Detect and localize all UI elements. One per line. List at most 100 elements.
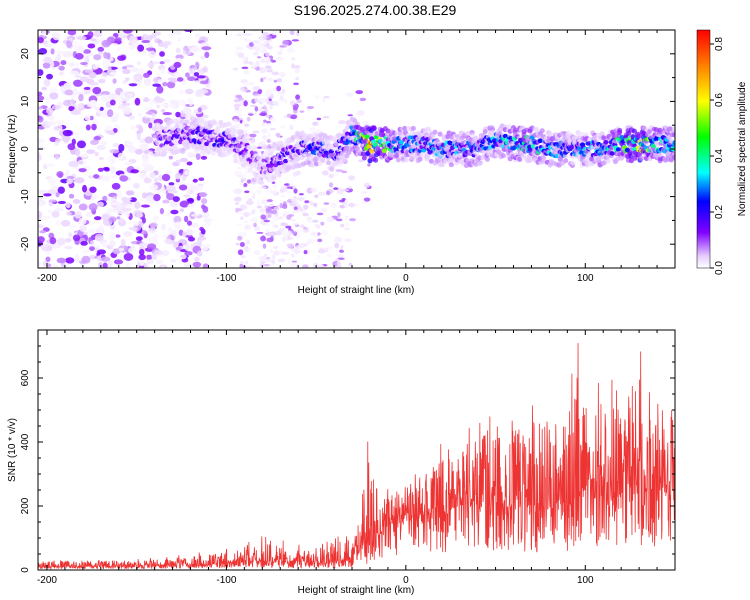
noise-blob bbox=[109, 99, 116, 106]
noise-blob bbox=[191, 213, 200, 217]
signal-halo bbox=[341, 157, 347, 163]
colorbar: 0.0 0.2 0.4 0.6 0.8 Normalized spectral ampl… bbox=[696, 29, 748, 275]
noise-blob bbox=[264, 92, 272, 97]
noise-blob bbox=[38, 153, 41, 161]
noise-blob bbox=[160, 265, 166, 268]
signal-halo bbox=[665, 152, 671, 158]
noise-blob bbox=[152, 61, 160, 65]
noise-blob bbox=[175, 159, 182, 164]
noise-blob bbox=[38, 111, 42, 116]
noise-blob bbox=[263, 56, 271, 61]
noise-blob bbox=[312, 121, 319, 126]
noise-blob bbox=[234, 170, 242, 177]
noise-blob bbox=[38, 115, 44, 123]
noise-blob bbox=[175, 246, 181, 251]
noise-blob bbox=[163, 234, 169, 238]
signal-halo bbox=[403, 157, 409, 163]
noise-blob bbox=[315, 94, 320, 100]
noise-blob bbox=[81, 255, 91, 264]
noise-blob bbox=[243, 177, 247, 182]
noise-blob bbox=[55, 192, 60, 198]
noise-blob bbox=[260, 214, 267, 220]
noise-blob bbox=[168, 103, 176, 108]
noise-blob bbox=[325, 254, 333, 258]
noise-blob bbox=[325, 190, 331, 196]
noise-blob bbox=[316, 255, 321, 260]
noise-blob bbox=[292, 171, 299, 177]
noise-blob bbox=[258, 255, 266, 262]
noise-blob bbox=[261, 121, 266, 127]
x-tick-label: 0 bbox=[403, 273, 409, 284]
noise-blob bbox=[267, 257, 276, 261]
noise-blob bbox=[193, 80, 202, 85]
noise-blob bbox=[287, 47, 296, 53]
noise-blob bbox=[257, 88, 263, 95]
noise-blob bbox=[122, 80, 128, 84]
noise-blob bbox=[173, 61, 182, 69]
noise-blob bbox=[289, 100, 296, 106]
noise-blob bbox=[297, 244, 305, 249]
noise-blob bbox=[320, 208, 328, 213]
noise-blob bbox=[49, 92, 59, 100]
noise-blob bbox=[201, 204, 206, 210]
signal-halo bbox=[329, 166, 335, 172]
noise-blob bbox=[160, 103, 169, 108]
signal-core bbox=[398, 139, 404, 145]
noise-blob bbox=[161, 249, 170, 256]
y-tick-label: 0 bbox=[20, 567, 31, 573]
noise-blob bbox=[125, 64, 134, 68]
noise-blob bbox=[259, 98, 267, 104]
y-tick-label: -20 bbox=[20, 237, 31, 252]
noise-blob bbox=[109, 71, 117, 76]
noise-blob bbox=[90, 99, 98, 107]
noise-blob bbox=[286, 214, 292, 220]
noise-blob bbox=[236, 235, 243, 241]
noise-blob bbox=[85, 211, 93, 218]
signal-halo bbox=[354, 146, 360, 152]
signal-halo bbox=[189, 116, 195, 122]
noise-blob bbox=[43, 79, 51, 87]
signal-halo bbox=[239, 157, 245, 163]
colorbar-tick-label: 0.0 bbox=[714, 261, 725, 275]
signal-halo bbox=[563, 158, 569, 164]
noise-blob bbox=[271, 221, 275, 224]
noise-blob bbox=[126, 92, 134, 98]
noise-blob bbox=[260, 261, 265, 268]
noise-blob bbox=[239, 204, 247, 210]
noise-blob bbox=[63, 83, 70, 89]
noise-blob bbox=[98, 51, 104, 55]
noise-blob bbox=[317, 238, 323, 243]
noise-blob bbox=[68, 160, 79, 168]
noise-blob bbox=[138, 125, 144, 134]
signal-halo bbox=[536, 134, 542, 140]
noise-blob bbox=[116, 47, 122, 51]
y-tick-label: 0 bbox=[20, 146, 31, 152]
noise-blob bbox=[239, 263, 244, 268]
noise-blob bbox=[195, 153, 201, 161]
noise-blob bbox=[121, 196, 128, 202]
noise-blob bbox=[179, 157, 188, 163]
noise-blob bbox=[77, 103, 83, 109]
noise-blob bbox=[146, 243, 157, 250]
noise-blob bbox=[276, 85, 282, 92]
noise-blob bbox=[279, 47, 284, 52]
noise-blob bbox=[38, 195, 43, 202]
signal-halo bbox=[287, 160, 293, 166]
signal-halo bbox=[238, 133, 244, 139]
noise-blob bbox=[308, 127, 316, 132]
noise-blob bbox=[201, 114, 209, 119]
noise-blob bbox=[66, 40, 73, 48]
noise-blob bbox=[332, 172, 339, 177]
noise-blob bbox=[184, 88, 194, 95]
noise-blob bbox=[42, 40, 49, 45]
noise-blob bbox=[183, 215, 189, 223]
noise-blob bbox=[283, 115, 288, 119]
noise-blob bbox=[247, 82, 255, 86]
signal-halo bbox=[385, 128, 391, 134]
noise-blob bbox=[51, 210, 60, 218]
noise-blob bbox=[121, 208, 132, 212]
noise-blob bbox=[291, 260, 298, 263]
